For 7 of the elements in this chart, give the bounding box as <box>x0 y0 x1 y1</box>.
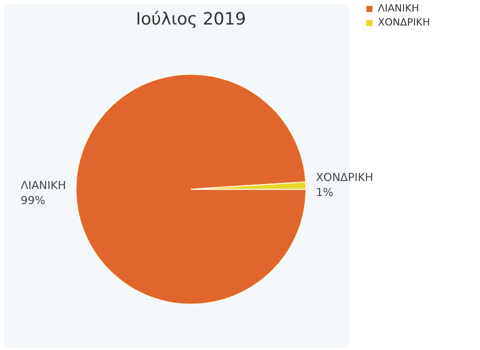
data-label: 1% <box>316 186 334 200</box>
slice-label: ΛΙΑΝΙΚΗ <box>20 178 66 192</box>
slice-label: ΧΟΝΔΡΙΚΗ <box>316 171 374 184</box>
data-label: 99% <box>20 194 46 207</box>
legend-label: ΧΟΝΔΡΙΚΗ <box>378 18 430 29</box>
legend-label: ΛΙΑΝΙΚΗ <box>378 4 420 15</box>
chart-title: Ιούλιος 2019 <box>136 10 246 30</box>
